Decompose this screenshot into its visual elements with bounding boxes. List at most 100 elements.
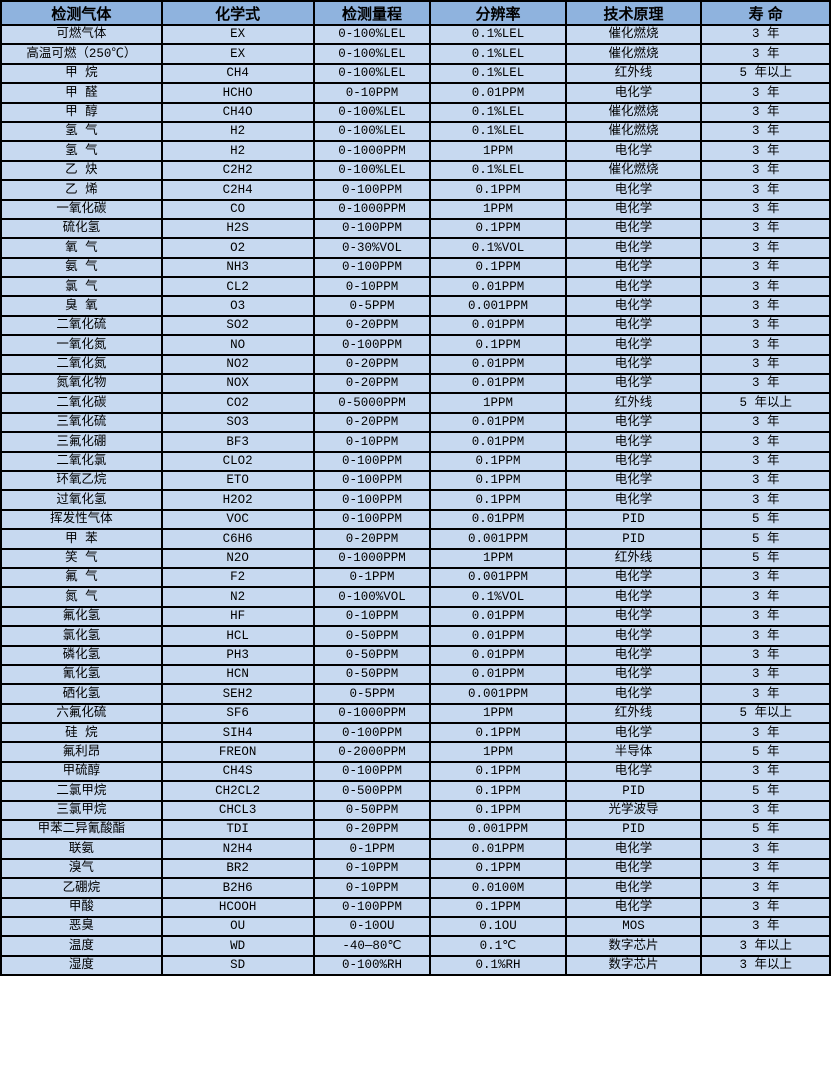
table-row: 乙 炔 C2H2 0-100%LEL 0.1%LEL 催化燃烧 3 年 <box>0 159 831 182</box>
cell-gas-name: 甲 醇 <box>0 101 163 123</box>
cell-resolution: 0.001PPM <box>429 528 567 550</box>
cell-range: 0-1000PPM <box>312 547 432 569</box>
cell-lifespan: 3 年 <box>700 295 831 317</box>
cell-formula: HCHO <box>160 82 315 104</box>
cell-gas-name: 硅 烷 <box>0 722 163 744</box>
table-row: 三氟化硼 BF3 0-10PPM 0.01PPM 电化学 3 年 <box>0 431 831 453</box>
cell-principle: 光学波导 <box>564 799 703 822</box>
cell-range: 0-100PPM <box>312 450 432 473</box>
cell-gas-name: 二氯甲烷 <box>0 780 163 802</box>
cell-principle: 电化学 <box>564 314 703 337</box>
cell-formula: N2 <box>160 586 315 608</box>
cell-range: 0-100PPM <box>312 469 432 492</box>
cell-range: 0-100%LEL <box>312 120 432 143</box>
cell-gas-name: 氰化氢 <box>0 663 163 686</box>
cell-formula: WD <box>160 935 315 957</box>
cell-gas-name: 湿度 <box>0 954 163 977</box>
cell-gas-name: 可燃气体 <box>0 23 163 46</box>
cell-gas-name: 二氧化氯 <box>0 450 163 473</box>
cell-principle: MOS <box>564 915 703 938</box>
cell-principle: PID <box>564 528 703 550</box>
table-row: 氯化氢 HCL 0-50PPM 0.01PPM 电化学 3 年 <box>0 625 831 647</box>
table-row: 硫化氢 H2S 0-100PPM 0.1PPM 电化学 3 年 <box>0 217 831 240</box>
cell-formula: VOC <box>160 508 315 531</box>
cell-lifespan: 3 年 <box>700 120 831 143</box>
cell-gas-name: 三氟化硼 <box>0 431 163 453</box>
cell-lifespan: 5 年 <box>700 741 831 763</box>
cell-range: 0-10PPM <box>312 431 432 453</box>
cell-range: 0-100PPM <box>312 256 432 279</box>
cell-range: 0-1000PPM <box>312 198 432 220</box>
cell-lifespan: 5 年 <box>700 547 831 569</box>
cell-formula: SF6 <box>160 702 315 725</box>
cell-gas-name: 氮氧化物 <box>0 373 163 395</box>
cell-resolution: 0.001PPM <box>429 566 567 589</box>
cell-formula: HCL <box>160 625 315 647</box>
table-row: 一氧化氮 NO 0-100PPM 0.1PPM 电化学 3 年 <box>0 334 831 356</box>
cell-formula: H2S <box>160 217 315 240</box>
cell-resolution: 1PPM <box>429 140 567 162</box>
cell-formula: HCOOH <box>160 896 315 918</box>
cell-lifespan: 3 年 <box>700 838 831 860</box>
cell-principle: 电化学 <box>564 179 703 201</box>
cell-gas-name: 环氧乙烷 <box>0 469 163 492</box>
table-row: 二氧化碳 CO2 0-5000PPM 1PPM 红外线 5 年以上 <box>0 392 831 414</box>
cell-range: 0-100%LEL <box>312 62 432 85</box>
cell-range: 0-5000PPM <box>312 392 432 414</box>
cell-resolution: 0.01PPM <box>429 508 567 531</box>
cell-lifespan: 3 年 <box>700 915 831 938</box>
cell-gas-name: 氯 气 <box>0 276 163 298</box>
cell-principle: 红外线 <box>564 702 703 725</box>
cell-resolution: 0.1PPM <box>429 179 567 201</box>
cell-formula: H2O2 <box>160 489 315 511</box>
cell-formula: O3 <box>160 295 315 317</box>
cell-formula: F2 <box>160 566 315 589</box>
cell-formula: EX <box>160 43 315 65</box>
cell-resolution: 0.01PPM <box>429 353 567 376</box>
cell-gas-name: 溴气 <box>0 857 163 880</box>
cell-principle: 电化学 <box>564 431 703 453</box>
cell-lifespan: 3 年 <box>700 411 831 434</box>
table-row: 甲 苯 C6H6 0-20PPM 0.001PPM PID 5 年 <box>0 528 831 550</box>
cell-principle: 电化学 <box>564 877 703 899</box>
cell-formula: SEH2 <box>160 683 315 705</box>
cell-principle: 半导体 <box>564 741 703 763</box>
cell-resolution: 0.01PPM <box>429 373 567 395</box>
cell-lifespan: 3 年 <box>700 43 831 65</box>
cell-gas-name: 二氧化硫 <box>0 314 163 337</box>
cell-resolution: 0.001PPM <box>429 683 567 705</box>
table-row: 磷化氢 PH3 0-50PPM 0.01PPM 电化学 3 年 <box>0 644 831 666</box>
cell-formula: HCN <box>160 663 315 686</box>
cell-gas-name: 一氧化氮 <box>0 334 163 356</box>
cell-resolution: 0.1℃ <box>429 935 567 957</box>
cell-lifespan: 5 年以上 <box>700 392 831 414</box>
cell-principle: 催化燃烧 <box>564 120 703 143</box>
cell-formula: SIH4 <box>160 722 315 744</box>
cell-principle: 电化学 <box>564 489 703 511</box>
cell-lifespan: 3 年 <box>700 799 831 822</box>
cell-range: 0-100PPM <box>312 334 432 356</box>
cell-resolution: 1PPM <box>429 741 567 763</box>
cell-principle: 电化学 <box>564 566 703 589</box>
table-row: 甲 烷 CH4 0-100%LEL 0.1%LEL 红外线 5 年以上 <box>0 62 831 85</box>
table-row: 甲 醇 CH4O 0-100%LEL 0.1%LEL 催化燃烧 3 年 <box>0 101 831 123</box>
cell-lifespan: 3 年 <box>700 314 831 337</box>
cell-formula: BR2 <box>160 857 315 880</box>
table-row: 甲酸 HCOOH 0-100PPM 0.1PPM 电化学 3 年 <box>0 896 831 918</box>
table-row: 臭 氧 O3 0-5PPM 0.001PPM 电化学 3 年 <box>0 295 831 317</box>
table-row: 氯 气 CL2 0-10PPM 0.01PPM 电化学 3 年 <box>0 276 831 298</box>
cell-range: 0-1PPM <box>312 838 432 860</box>
cell-range: 0-100PPM <box>312 508 432 531</box>
cell-principle: 电化学 <box>564 760 703 783</box>
cell-gas-name: 氨 气 <box>0 256 163 279</box>
cell-lifespan: 3 年 <box>700 179 831 201</box>
cell-range: 0-20PPM <box>312 373 432 395</box>
cell-range: 0-50PPM <box>312 663 432 686</box>
cell-formula: ETO <box>160 469 315 492</box>
cell-range: 0-30%VOL <box>312 237 432 259</box>
table-row: 氮氧化物 NOX 0-20PPM 0.01PPM 电化学 3 年 <box>0 373 831 395</box>
cell-range: 0-50PPM <box>312 625 432 647</box>
cell-principle: 催化燃烧 <box>564 23 703 46</box>
cell-resolution: 0.1%LEL <box>429 159 567 182</box>
column-header-lifespan: 寿 命 <box>700 0 831 26</box>
